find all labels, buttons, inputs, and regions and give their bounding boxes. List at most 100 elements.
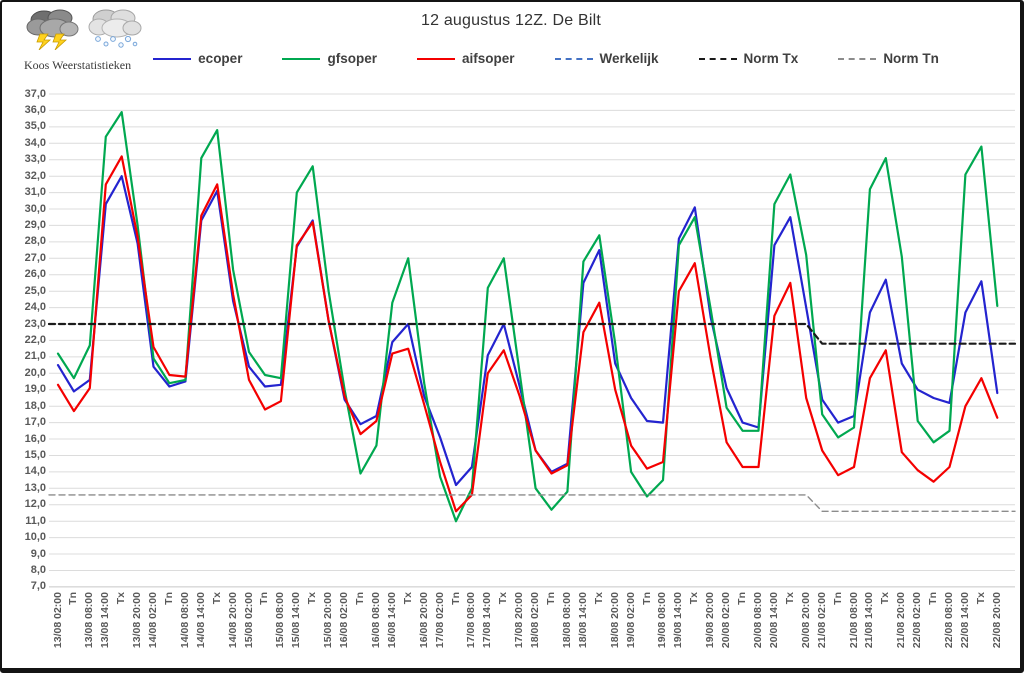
x-axis-label: 14/08 02:00 bbox=[147, 592, 160, 649]
y-axis-label: 30,0 bbox=[24, 202, 46, 215]
y-axis-label: 31,0 bbox=[24, 186, 46, 199]
series-ecoper-line bbox=[56, 175, 999, 487]
x-axis-label: Tn bbox=[449, 592, 462, 605]
legend-line-sample bbox=[153, 57, 192, 60]
x-axis-label: 13/08 08:00 bbox=[83, 592, 96, 649]
y-axis-label: 29,0 bbox=[24, 218, 46, 231]
x-axis-label: Tn bbox=[545, 592, 558, 605]
x-axis-label: 14/08 20:00 bbox=[226, 592, 239, 649]
x-axis-label: 13/08 20:00 bbox=[131, 592, 144, 649]
y-axis-label: 32,0 bbox=[24, 169, 46, 182]
legend-item-aifsoper[interactable]: aifsoper bbox=[416, 51, 515, 66]
legend-label: ecoper bbox=[198, 51, 243, 66]
series-gfsoper-line bbox=[56, 110, 999, 523]
y-axis-label: 22,0 bbox=[24, 333, 46, 346]
x-axis-label: Tn bbox=[640, 592, 653, 605]
x-axis-label: Tn bbox=[162, 592, 175, 605]
x-axis-label: Tx bbox=[115, 592, 128, 605]
y-axis-label: 24,0 bbox=[24, 301, 46, 314]
x-axis-label: 16/08 14:00 bbox=[385, 592, 398, 649]
legend-line-sample bbox=[838, 57, 877, 60]
x-axis-label: Tn bbox=[736, 592, 749, 605]
legend-label: Werkelijk bbox=[599, 51, 659, 66]
y-axis-label: 28,0 bbox=[24, 235, 46, 248]
x-axis-label: 17/08 08:00 bbox=[465, 592, 478, 649]
x-axis-label: Tn bbox=[67, 592, 80, 605]
x-axis-label: 16/08 20:00 bbox=[417, 592, 430, 649]
y-axis-label: 26,0 bbox=[24, 268, 46, 281]
snow-cloud-icon bbox=[86, 6, 144, 55]
x-axis-label: 13/08 14:00 bbox=[99, 592, 112, 649]
x-axis-label: 17/08 20:00 bbox=[513, 592, 526, 649]
legend-item-ecoper[interactable]: ecoper bbox=[153, 51, 242, 66]
y-axis-label: 23,0 bbox=[24, 317, 46, 330]
x-axis-label: 19/08 08:00 bbox=[656, 592, 669, 649]
series-norm-tn-line bbox=[48, 494, 1016, 512]
x-axis-label: 22/08 14:00 bbox=[958, 592, 971, 649]
x-axis-label: Tn bbox=[353, 592, 366, 605]
x-axis-label: 19/08 20:00 bbox=[704, 592, 717, 649]
legend-line-sample bbox=[554, 57, 593, 60]
x-axis-label: 21/08 20:00 bbox=[895, 592, 908, 649]
x-axis-label: Tx bbox=[497, 592, 510, 605]
x-axis-label: 17/08 02:00 bbox=[433, 592, 446, 649]
x-axis-label: 13/08 02:00 bbox=[51, 592, 64, 649]
y-axis-label: 36,0 bbox=[24, 103, 46, 116]
x-axis-label: 16/08 08:00 bbox=[369, 592, 382, 649]
legend-item-norm-tx[interactable]: Norm Tx bbox=[698, 51, 798, 66]
x-axis-label: Tn bbox=[927, 592, 940, 605]
legend-label: aifsoper bbox=[461, 51, 515, 66]
x-axis-label: 14/08 14:00 bbox=[194, 592, 207, 649]
x-axis-label: Tx bbox=[210, 592, 223, 605]
x-axis-label: 22/08 08:00 bbox=[943, 592, 956, 649]
x-axis-label: 15/08 14:00 bbox=[290, 592, 303, 649]
x-axis-label: 17/08 14:00 bbox=[481, 592, 494, 649]
y-axis-label: 35,0 bbox=[24, 120, 46, 133]
y-axis-label: 11,0 bbox=[25, 514, 46, 527]
series-norm-tx-line bbox=[47, 322, 1017, 345]
x-axis-label: 15/08 20:00 bbox=[322, 592, 335, 649]
y-axis-label: 34,0 bbox=[24, 136, 46, 149]
chart-legend: ecoper gfsoper aifsoper Werkelijk Norm Tx Nor… bbox=[152, 51, 940, 66]
x-axis-label: 19/08 02:00 bbox=[624, 592, 637, 649]
y-axis-label: 25,0 bbox=[24, 284, 46, 297]
y-axis-label: 21,0 bbox=[24, 350, 46, 363]
x-axis-label: 15/08 08:00 bbox=[274, 592, 287, 649]
legend-label: gfsoper bbox=[327, 51, 377, 66]
logo: Koos Weerstatistieken bbox=[24, 6, 154, 73]
legend-item-gfsoper[interactable]: gfsoper bbox=[282, 51, 377, 66]
x-axis-label: 21/08 14:00 bbox=[863, 592, 876, 649]
y-axis-label: 20,0 bbox=[24, 366, 46, 379]
y-axis-label: 27,0 bbox=[24, 251, 46, 264]
y-axis-label: 7,0 bbox=[30, 580, 46, 593]
storm-cloud-icon bbox=[24, 6, 82, 55]
y-axis-label: 37,0 bbox=[24, 87, 46, 100]
legend-line-sample bbox=[282, 57, 321, 60]
x-axis-label: 18/08 14:00 bbox=[576, 592, 589, 649]
y-axis-label: 19,0 bbox=[24, 383, 46, 396]
y-axis-label: 10,0 bbox=[24, 531, 46, 544]
y-axis-label: 17,0 bbox=[24, 416, 46, 429]
x-axis-label: 14/08 08:00 bbox=[178, 592, 191, 649]
x-axis-label: 19/08 14:00 bbox=[672, 592, 685, 649]
x-axis-label: 20/08 08:00 bbox=[751, 592, 764, 649]
y-axis-label: 14,0 bbox=[24, 465, 46, 478]
x-axis-label: 20/08 20:00 bbox=[799, 592, 812, 649]
y-axis-label: 13,0 bbox=[24, 481, 46, 494]
x-axis-label: Tx bbox=[783, 592, 796, 605]
y-axis-label: 18,0 bbox=[24, 399, 46, 412]
x-axis-label: Tx bbox=[401, 592, 414, 605]
y-axis-label: 12,0 bbox=[24, 498, 46, 511]
x-axis-label: 22/08 02:00 bbox=[911, 592, 924, 649]
y-axis-label: 9,0 bbox=[30, 547, 46, 560]
y-axis-label: 33,0 bbox=[24, 153, 46, 166]
logo-caption: Koos Weerstatistieken bbox=[24, 58, 132, 72]
chart-title: 12 augustus 12Z. De Bilt bbox=[420, 12, 601, 29]
legend-item-norm-tn[interactable]: Norm Tn bbox=[838, 51, 939, 66]
x-axis-label: 22/08 20:00 bbox=[990, 592, 1003, 649]
x-axis-label: 20/08 14:00 bbox=[767, 592, 780, 649]
x-axis-label: Tn bbox=[831, 592, 844, 605]
legend-item-werkelijk[interactable]: Werkelijk bbox=[554, 51, 659, 66]
